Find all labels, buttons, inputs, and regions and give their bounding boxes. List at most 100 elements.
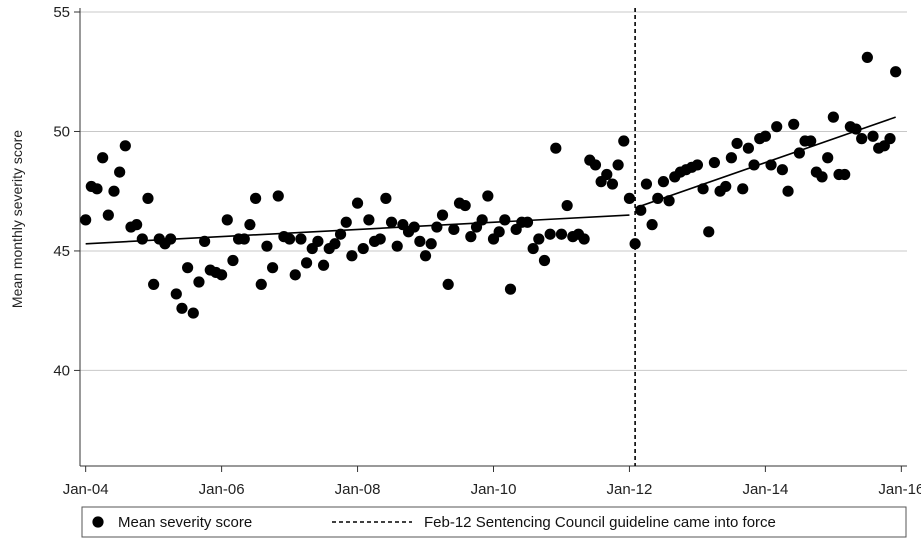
x-tick-label-Jan-16: Jan-16 bbox=[878, 481, 921, 498]
data-point bbox=[380, 192, 392, 204]
data-point bbox=[890, 66, 902, 78]
data-point bbox=[788, 118, 800, 130]
data-point bbox=[521, 216, 534, 228]
data-point bbox=[385, 216, 398, 228]
data-point bbox=[193, 276, 205, 288]
data-point bbox=[493, 226, 505, 238]
data-point bbox=[623, 192, 636, 204]
data-point bbox=[720, 180, 732, 193]
data-point bbox=[80, 214, 92, 226]
data-point bbox=[805, 135, 817, 147]
data-point bbox=[108, 185, 120, 197]
data-point bbox=[131, 219, 143, 231]
data-point bbox=[504, 283, 517, 295]
data-point bbox=[538, 254, 551, 267]
data-point bbox=[782, 185, 794, 197]
data-point bbox=[97, 152, 109, 164]
data-point bbox=[550, 142, 562, 154]
data-point bbox=[295, 233, 307, 245]
data-point bbox=[578, 233, 590, 245]
data-point bbox=[822, 152, 834, 164]
data-point bbox=[561, 199, 573, 212]
data-point bbox=[816, 171, 828, 183]
data-point bbox=[250, 192, 262, 204]
data-point bbox=[114, 166, 126, 178]
axes bbox=[74, 8, 907, 472]
x-tick-label-Jan-04: Jan-04 bbox=[63, 481, 109, 498]
data-point bbox=[725, 152, 738, 164]
data-point bbox=[334, 228, 347, 240]
data-point bbox=[414, 235, 426, 247]
data-point bbox=[244, 219, 256, 231]
data-point bbox=[102, 209, 114, 221]
data-point bbox=[340, 216, 352, 228]
y-tick-label-55: 55 bbox=[53, 4, 70, 21]
data-point bbox=[374, 233, 386, 245]
x-tick-label-Jan-08: Jan-08 bbox=[335, 481, 381, 498]
data-point bbox=[708, 156, 721, 169]
data-marks bbox=[80, 51, 902, 319]
data-point bbox=[357, 242, 369, 255]
data-point bbox=[606, 178, 619, 190]
data-point bbox=[142, 192, 154, 204]
data-point bbox=[91, 183, 103, 195]
data-point bbox=[612, 159, 624, 171]
data-point bbox=[136, 233, 148, 245]
data-point bbox=[216, 269, 228, 281]
data-point bbox=[363, 214, 375, 226]
data-point bbox=[182, 262, 194, 274]
y-axis-title: Mean monthly severity score bbox=[9, 130, 25, 308]
data-point bbox=[448, 223, 460, 236]
data-point bbox=[272, 190, 284, 202]
fitted-line-segment-1 bbox=[85, 214, 630, 245]
x-tick-label-Jan-14: Jan-14 bbox=[742, 481, 788, 498]
data-point bbox=[663, 195, 675, 207]
x-tick-label-Jan-10: Jan-10 bbox=[471, 481, 517, 498]
data-point bbox=[391, 240, 403, 252]
grid-lines bbox=[80, 11, 907, 371]
data-point bbox=[312, 235, 324, 247]
data-point bbox=[283, 233, 296, 245]
data-point bbox=[589, 159, 602, 171]
legend: Mean severity score Feb-12 Sentencing Cou… bbox=[81, 506, 907, 538]
data-point bbox=[861, 51, 873, 64]
data-point bbox=[436, 209, 449, 221]
data-point bbox=[300, 257, 313, 269]
data-point bbox=[221, 214, 233, 226]
data-point bbox=[465, 231, 477, 243]
data-point bbox=[533, 233, 545, 245]
data-point bbox=[839, 168, 851, 181]
y-tick-label-45: 45 bbox=[53, 243, 70, 260]
data-point bbox=[544, 228, 556, 240]
data-point bbox=[629, 238, 641, 250]
legend-label-points: Mean severity score bbox=[118, 514, 252, 531]
data-point bbox=[255, 278, 267, 290]
data-point bbox=[425, 238, 437, 250]
data-point bbox=[176, 302, 188, 314]
data-point bbox=[884, 133, 896, 145]
data-point bbox=[640, 178, 653, 190]
data-point bbox=[227, 254, 239, 267]
data-point bbox=[431, 221, 443, 233]
tick-labels: 40 45 50 55 Jan-04 Jan-06 Jan-08 Jan-10 Jan-12 Ja… bbox=[53, 4, 921, 498]
y-tick-label-50: 50 bbox=[53, 123, 70, 140]
y-tick-label-40: 40 bbox=[53, 362, 70, 379]
data-point bbox=[459, 199, 471, 212]
data-point bbox=[499, 214, 511, 226]
fitted-line-segment-2 bbox=[634, 116, 896, 209]
data-point bbox=[759, 130, 771, 142]
data-point bbox=[555, 228, 568, 240]
data-point bbox=[776, 164, 788, 176]
data-point bbox=[527, 242, 539, 255]
legend-box bbox=[81, 506, 907, 538]
data-point bbox=[351, 197, 364, 209]
data-point bbox=[657, 176, 670, 188]
data-point bbox=[442, 278, 454, 290]
data-point bbox=[742, 142, 755, 154]
data-point bbox=[266, 262, 279, 274]
data-point bbox=[771, 121, 783, 133]
data-point bbox=[482, 190, 494, 202]
data-point bbox=[199, 235, 211, 247]
data-point bbox=[691, 159, 704, 171]
